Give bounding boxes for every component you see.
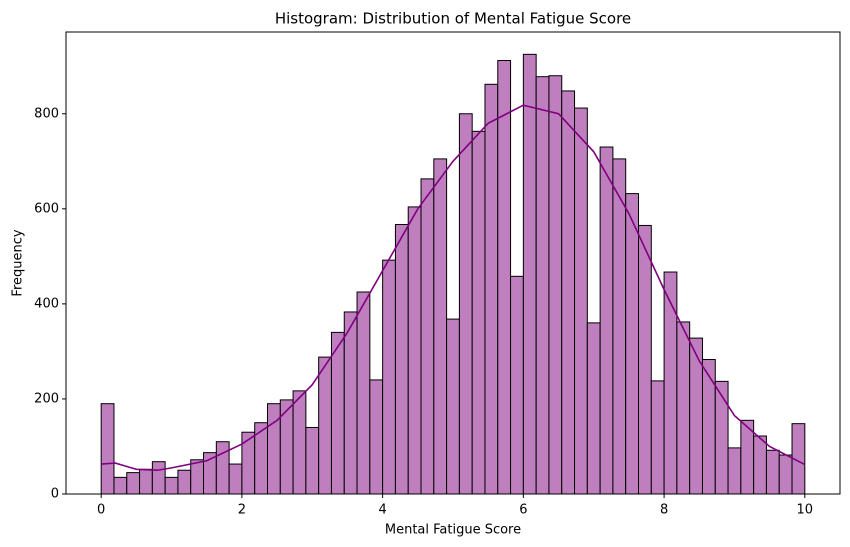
x-axis-label: Mental Fatigue Score — [385, 523, 521, 538]
bar — [753, 435, 767, 495]
bar — [151, 461, 166, 495]
bar — [113, 476, 128, 495]
bar — [727, 447, 742, 495]
bar — [241, 431, 256, 495]
bar — [126, 472, 141, 495]
bar — [701, 358, 716, 495]
bar — [292, 390, 307, 495]
x-tick-label: 10 — [797, 503, 814, 518]
bar — [382, 259, 396, 495]
bar — [510, 275, 524, 495]
bar — [190, 459, 205, 495]
bar — [356, 291, 371, 495]
bar — [139, 468, 153, 495]
x-tick-label: 0 — [97, 503, 105, 518]
bar — [676, 321, 691, 495]
x-tick-label: 2 — [238, 503, 246, 518]
x-tick-label: 8 — [660, 503, 668, 518]
bar — [522, 53, 537, 495]
x-tick-label: 6 — [519, 503, 527, 518]
bar — [663, 271, 678, 495]
x-tick-label: 4 — [378, 503, 386, 518]
bar — [497, 60, 512, 495]
bar — [420, 178, 435, 495]
bar — [625, 193, 640, 495]
bar — [228, 463, 243, 495]
bar — [177, 469, 192, 495]
bar — [650, 380, 665, 495]
bar — [394, 224, 409, 495]
bar — [765, 449, 780, 495]
bar — [446, 318, 460, 495]
y-tick-label: 0 — [51, 487, 59, 502]
y-axis-label: Frequency — [11, 229, 26, 296]
y-tick-label: 200 — [34, 391, 59, 406]
bar — [458, 113, 473, 495]
y-tick-label: 600 — [34, 201, 59, 216]
bar — [100, 403, 115, 495]
bar — [318, 356, 332, 495]
bar — [586, 322, 601, 495]
bar — [266, 403, 281, 495]
y-tick-label: 800 — [34, 106, 59, 121]
y-tick-label: 400 — [34, 296, 59, 311]
bar — [778, 454, 793, 495]
bar — [215, 441, 230, 495]
bar — [548, 75, 563, 495]
bar — [638, 224, 652, 495]
bar — [164, 476, 179, 495]
bar — [407, 206, 422, 495]
bar — [484, 83, 499, 495]
bar — [433, 158, 448, 495]
bar — [561, 90, 576, 495]
bar — [305, 426, 320, 495]
bar — [343, 311, 358, 495]
bar — [369, 379, 384, 495]
bar — [599, 146, 614, 495]
bar — [330, 331, 345, 495]
chart-title: Histogram: Distribution of Mental Fatigu… — [275, 10, 631, 28]
plot-frame — [65, 31, 841, 495]
bar — [471, 130, 486, 495]
bar — [714, 380, 729, 495]
bar — [612, 158, 627, 495]
bar — [535, 76, 550, 495]
bar — [574, 107, 588, 495]
kde-line — [101, 104, 806, 472]
